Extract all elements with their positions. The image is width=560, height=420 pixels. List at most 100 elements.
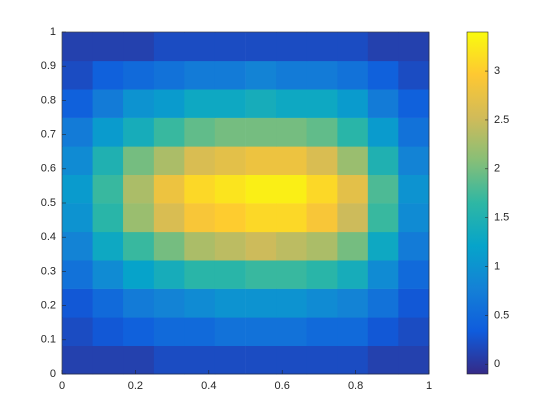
heat-cell (153, 117, 185, 147)
heat-cell (123, 32, 155, 62)
heat-cell (123, 60, 155, 90)
y-tick-label: 1 (50, 26, 56, 38)
heat-cell (276, 345, 308, 375)
heat-cell (245, 60, 277, 90)
colorbar-tick-label: 2 (494, 163, 500, 175)
x-tick-label: 1 (426, 380, 432, 392)
heat-cell (337, 288, 369, 318)
heat-cell (367, 203, 399, 233)
heat-cell (306, 146, 338, 175)
heat-cell (62, 203, 94, 233)
y-tick-label: 0.3 (41, 265, 56, 277)
y-tick-label: 0.1 (41, 334, 56, 346)
heat-cell (92, 174, 124, 204)
heat-cell (306, 117, 338, 147)
heat-cell (276, 174, 308, 204)
heat-cell (276, 288, 308, 318)
heat-cell (214, 32, 246, 62)
heat-cell (398, 174, 430, 204)
heat-cell (62, 32, 94, 62)
heat-cell (184, 146, 216, 175)
heat-cell (184, 88, 216, 118)
heat-cell (337, 32, 369, 62)
heat-cell (92, 60, 124, 90)
heat-cell (62, 288, 94, 318)
heat-cell (398, 288, 430, 318)
heat-cell (337, 345, 369, 375)
heat-cell (398, 117, 430, 147)
heat-cell (245, 288, 277, 318)
heat-cell (62, 174, 94, 204)
x-tick-label: 0.6 (275, 380, 290, 392)
heat-cell (398, 259, 430, 289)
heat-cell (184, 231, 216, 261)
y-tick-label: 0.8 (41, 94, 56, 106)
heat-cell (276, 32, 308, 62)
heat-cell (306, 317, 338, 346)
heat-cell (337, 174, 369, 204)
y-tick-label: 0.5 (41, 197, 56, 209)
heat-cell (276, 88, 308, 118)
heat-cell (62, 60, 94, 90)
heat-cell (92, 32, 124, 62)
heat-cell (398, 60, 430, 90)
heat-cell (62, 317, 94, 346)
y-tick-label: 0.7 (41, 129, 56, 141)
heat-cell (62, 231, 94, 261)
heat-cell (276, 117, 308, 147)
colorbar-tick-label: 3 (494, 65, 500, 77)
heat-cell (123, 146, 155, 175)
heat-cell (398, 203, 430, 233)
heat-cell (123, 345, 155, 375)
heat-cell (306, 60, 338, 90)
heat-cell (62, 88, 94, 118)
heat-cell (245, 146, 277, 175)
heat-cell (306, 345, 338, 375)
heat-cell (367, 288, 399, 318)
heat-cell (153, 146, 185, 175)
heat-cell (337, 146, 369, 175)
heat-cell (62, 146, 94, 175)
heat-cell (306, 288, 338, 318)
heat-cell (184, 174, 216, 204)
y-tick-label: 0.4 (41, 231, 56, 243)
heat-cell (306, 88, 338, 118)
heat-cell (245, 317, 277, 346)
heat-cell (62, 117, 94, 147)
heat-cell (367, 317, 399, 346)
heat-cell (276, 203, 308, 233)
heat-cell (367, 117, 399, 147)
heat-cell (153, 317, 185, 346)
heat-cell (245, 259, 277, 289)
heat-cell (398, 88, 430, 118)
colorbar (466, 31, 489, 375)
x-tick-label: 0.8 (348, 380, 363, 392)
heat-cell (367, 146, 399, 175)
heat-cell (276, 259, 308, 289)
heat-cell (153, 203, 185, 233)
heat-cell (153, 288, 185, 318)
colorbar-tick-label: 1 (494, 260, 500, 272)
heat-cell (184, 259, 216, 289)
heat-cell (123, 259, 155, 289)
heat-cell (306, 259, 338, 289)
x-tick-label: 0.2 (128, 380, 143, 392)
colorbar-tick-label: 0 (494, 358, 500, 370)
heat-cell (367, 345, 399, 375)
y-tick-label: 0.6 (41, 163, 56, 175)
heat-cell (367, 60, 399, 90)
heat-cell (123, 88, 155, 118)
heat-cell (245, 345, 277, 375)
heat-cell (306, 231, 338, 261)
x-tick-label: 0 (59, 380, 65, 392)
heat-cell (153, 259, 185, 289)
heat-cell (245, 32, 277, 62)
heat-cell (153, 88, 185, 118)
heat-cell (276, 317, 308, 346)
colorbar-tick-label: 2.5 (494, 114, 509, 126)
colorbar-tick-label: 0.5 (494, 309, 509, 321)
heat-cell (306, 174, 338, 204)
heat-cell (184, 117, 216, 147)
heat-cell (123, 174, 155, 204)
